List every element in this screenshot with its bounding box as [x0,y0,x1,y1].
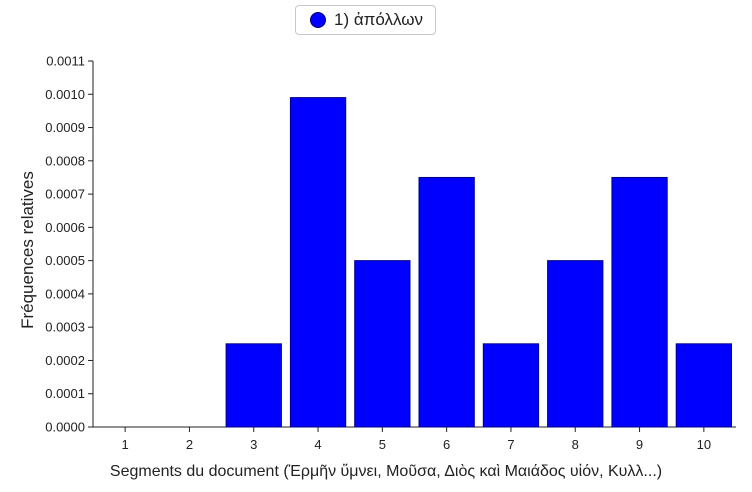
bar-5 [354,260,411,428]
y-tick-label: 0.0007 [45,187,85,202]
bar-4 [289,97,347,428]
y-tick-label: 0.0008 [45,153,85,168]
y-axis-label: Fréquences relatives [18,171,37,329]
y-ticks: 0.0000 0.0001 0.0002 0.0003 0.0004 0.0005 0.00… [45,54,93,435]
bar-6 [418,176,475,428]
y-tick-label: 0.0000 [45,420,85,435]
y-tick-label: 0.0009 [45,120,85,135]
x-tick-label: 4 [314,437,321,452]
bar-8 [547,260,604,428]
x-tick-label: 10 [697,437,711,452]
x-tick-label: 1 [122,437,129,452]
legend-label: 1) ἀπόλλων [334,10,424,29]
y-tick-label: 0.0002 [45,353,85,368]
legend-swatch-icon [310,12,326,28]
bars [225,97,732,428]
y-tick-label: 0.0006 [45,220,85,235]
x-axis-label: Segments du document (Ἑρμῆν ὕμνει, Μοῦσα… [110,462,662,480]
bar-10 [675,343,732,428]
x-tick-label: 7 [507,437,514,452]
y-tick-label: 0.0011 [46,54,85,69]
x-tick-label: 3 [250,437,257,452]
y-tick-label: 0.0004 [45,286,85,301]
x-ticks: 1 2 3 4 5 6 7 8 9 10 [122,427,711,452]
x-tick-label: 8 [572,437,579,452]
bar-9 [611,176,668,428]
x-tick-label: 9 [636,437,643,452]
y-tick-label: 0.0003 [45,320,85,335]
x-tick-label: 5 [379,437,386,452]
x-tick-label: 6 [443,437,450,452]
y-tick-label: 0.0010 [45,87,85,102]
bar-7 [482,343,540,428]
y-tick-label: 0.0001 [45,386,85,401]
legend[interactable]: 1) ἀπόλλων [295,5,437,35]
x-tick-label: 2 [186,437,193,452]
bar-3 [225,343,282,428]
y-tick-label: 0.0005 [45,253,85,268]
